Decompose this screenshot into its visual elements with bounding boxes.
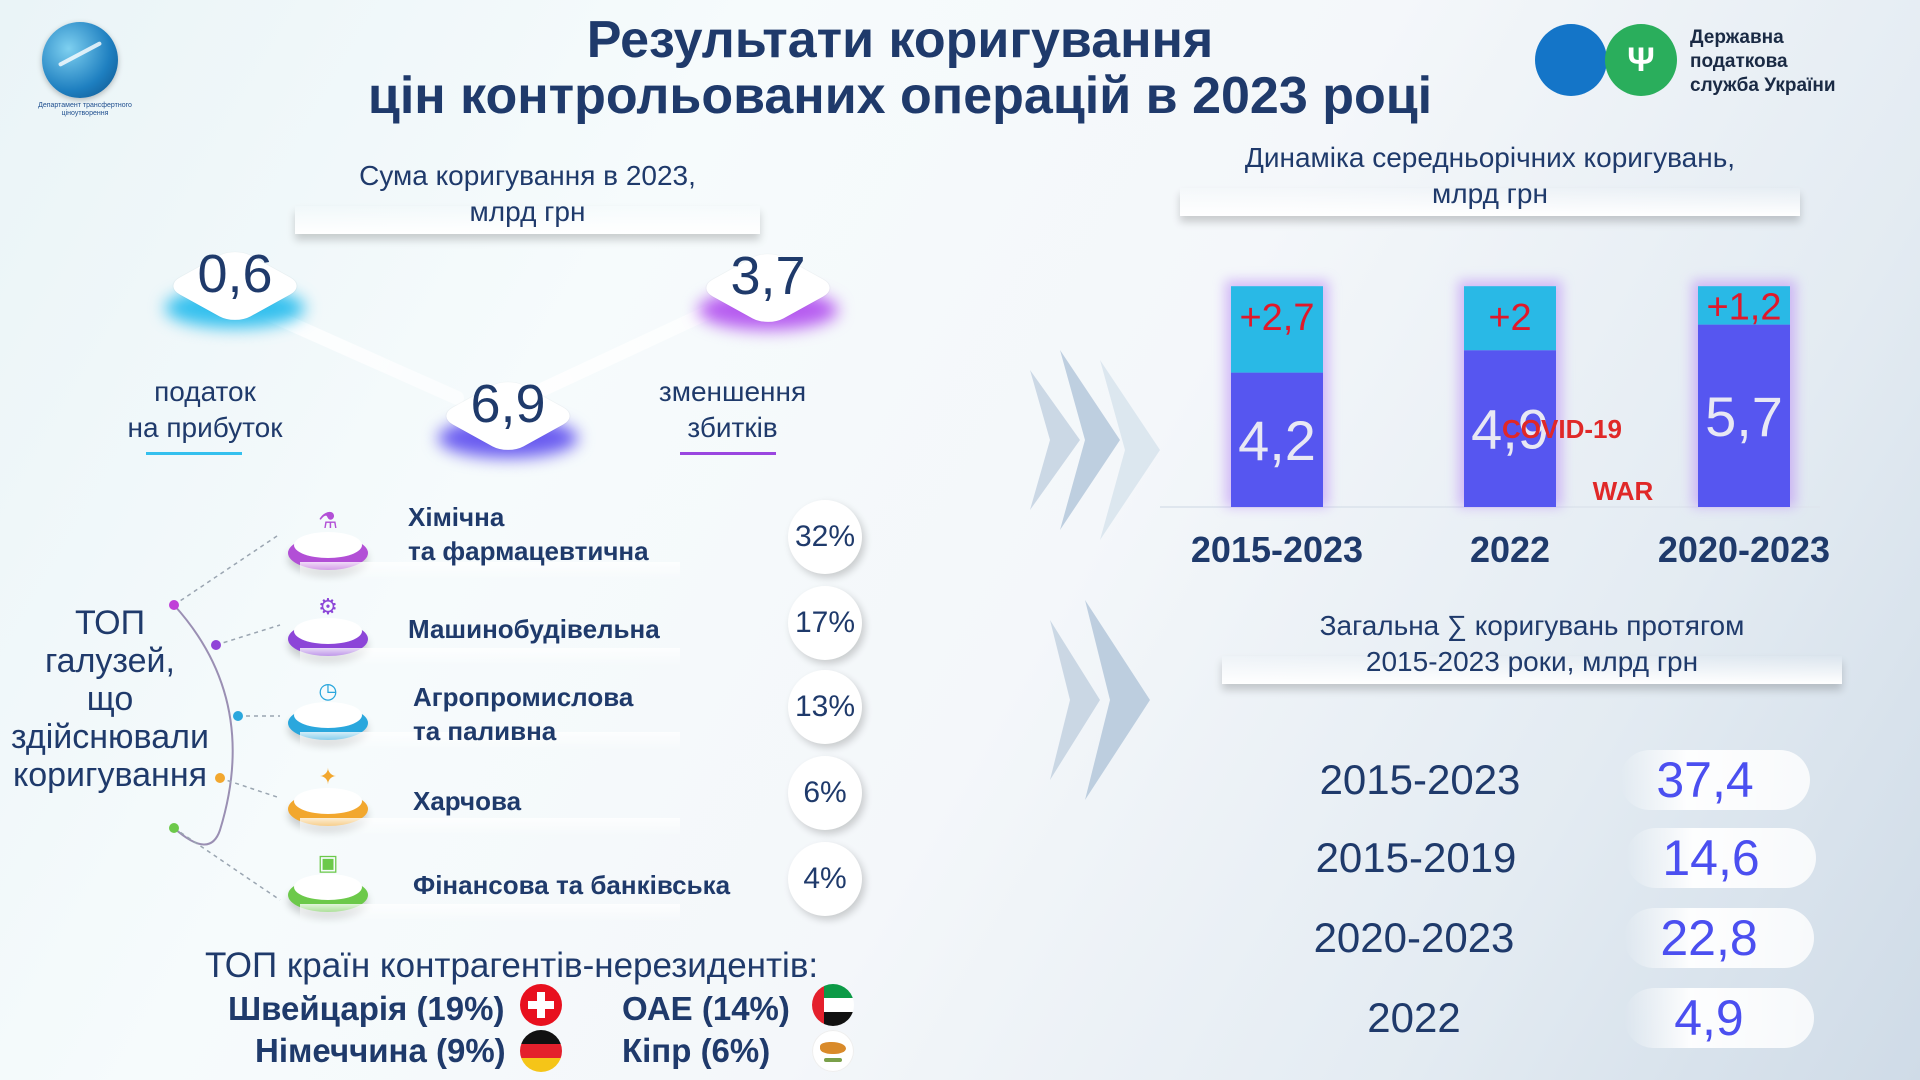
totals-value: 4,9 [1674, 990, 1744, 1046]
uae-flag-icon [812, 984, 854, 1026]
bar-increment-segment [1231, 286, 1323, 373]
x-tick-label: 2020-2023 [1658, 529, 1830, 570]
industry-label: Фінансова та банківська [413, 870, 731, 900]
dynamics-bar-chart: 4,2 +2,7 2015-2023 4,9 +2 2022 5,7 +1,2 2020-202… [1160, 280, 1830, 570]
total-diamond: 6,9 [423, 366, 593, 466]
department-logo: Департамент трансфертного ціноутворення [20, 22, 150, 122]
totals-period: 2020-2023 [1313, 914, 1515, 961]
country-cyprus: Кіпр (6%) [622, 1032, 771, 1069]
totals-period: 2015-2023 [1319, 756, 1521, 803]
industries-bracket [169, 533, 281, 901]
dps-name: Державна податкова служба України [1690, 27, 1836, 96]
bar-base-label: 4,2 [1238, 409, 1316, 472]
totals-value: 37,4 [1656, 752, 1754, 808]
industry-pct: 4% [788, 842, 862, 916]
bar-increment-label: +2,7 [1239, 297, 1314, 339]
globe-icon [42, 22, 118, 98]
loss-reduction-value: 3,7 [730, 246, 806, 306]
total-value: 6,9 [470, 374, 546, 434]
bar-increment-segment [1464, 286, 1556, 351]
trident-icon: Ψ [1627, 41, 1655, 79]
industry-pct: 13% [788, 670, 862, 744]
totals-value: 14,6 [1662, 830, 1760, 886]
bar-base-segment [1464, 350, 1556, 507]
country-switzerland: Швейцарія (19%) [228, 990, 505, 1027]
profit-tax-value: 0,6 [197, 244, 273, 304]
bar-increment-segment [1698, 286, 1790, 325]
loss-reduction-underline [680, 452, 776, 455]
dynamics-caption: Динаміка середньорічних коригувань, млрд… [1180, 140, 1800, 216]
industry-row-3: ◷ Агропромислова та паливна 13% [280, 670, 880, 750]
totals-caption: Загальна ∑ коригувань протягом 2015-2023… [1222, 608, 1842, 684]
totals-row-1: 2015-2023 37,4 [1290, 750, 1850, 810]
industry-label: Хімічна та фармацевтична [408, 502, 649, 566]
industry-pct: 17% [788, 586, 862, 660]
industry-label: Машинобудівельна [408, 614, 660, 644]
decorative-chevrons [1030, 350, 1160, 800]
summary-caption: Сума коригування в 2023, млрд грн [295, 158, 760, 234]
profit-tax-label: податок на прибуток [127, 376, 283, 443]
blue-circle-icon [1535, 24, 1607, 96]
title-line-1: Результати коригування [586, 11, 1214, 69]
loss-reduction-diamond: 3,7 [683, 238, 853, 338]
bar-increment-label: +1,2 [1706, 286, 1781, 328]
totals-row-2: 2015-2019 14,6 [1286, 828, 1846, 888]
industry-row-2: ⚙ Машинобудівельна 17% [280, 586, 880, 666]
country-germany: Німеччина (9%) [255, 1032, 506, 1069]
covid-annotation: COVID-19 [1502, 414, 1622, 444]
x-tick-label: 2015-2023 [1191, 529, 1363, 570]
industry-label: Агропромислова та паливна [413, 682, 634, 746]
bar-base-segment [1231, 372, 1323, 507]
department-caption: Департамент трансфертного ціноутворення [38, 102, 132, 117]
germany-flag-icon [520, 1030, 562, 1072]
country-uae: ОАЕ (14%) [622, 990, 790, 1027]
industry-row-5: ▣ Фінансова та банківська 4% [280, 842, 880, 922]
profit-tax-diamond: 0,6 [150, 236, 320, 336]
industry-pct: 6% [788, 756, 862, 830]
loss-reduction-label: зменшення збитків [658, 376, 807, 443]
top-industries-title: ТОП галузей, що здійснювали коригування [11, 604, 209, 794]
switzerland-flag-icon [520, 984, 562, 1026]
cyprus-flag-icon [812, 1030, 854, 1072]
totals-period: 2015-2019 [1315, 834, 1517, 881]
war-annotation: WAR [1593, 476, 1654, 506]
profit-tax-underline [146, 452, 242, 455]
industry-pct: 32% [788, 500, 862, 574]
page-title: Результати коригування цін контрольовани… [300, 12, 1500, 124]
bar-base-label: 5,7 [1705, 385, 1783, 448]
industry-label: Харчова [413, 786, 522, 816]
x-tick-label: 2022 [1470, 529, 1550, 570]
industry-row-1: ⚗ Хімічна та фармацевтична 32% [280, 500, 880, 580]
bar-increment-label: +2 [1488, 297, 1531, 339]
bar-base-segment [1698, 324, 1790, 507]
countries-title: ТОП країн контрагентів-нерезидентів: [205, 946, 819, 985]
green-circle-icon [1605, 24, 1677, 96]
bar-base-label: 4,9 [1471, 398, 1549, 461]
dps-logo: Ψ Державна податкова служба України [1535, 24, 1895, 104]
totals-row-4: 2022 4,9 [1284, 988, 1844, 1048]
industry-row-4: ✦ Харчова 6% [280, 756, 880, 836]
totals-value: 22,8 [1660, 910, 1758, 966]
totals-row-3: 2020-2023 22,8 [1284, 908, 1844, 968]
title-line-2: цін контрольованих операцій в 2023 році [367, 67, 1433, 125]
totals-period: 2022 [1367, 994, 1461, 1041]
